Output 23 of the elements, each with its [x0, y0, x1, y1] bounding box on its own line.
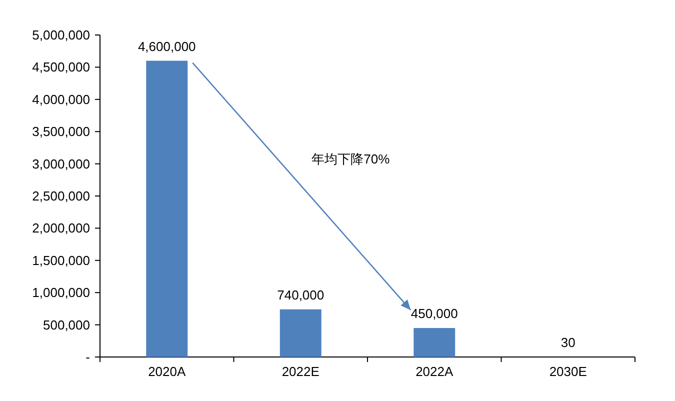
data-label: 450,000 [410, 306, 458, 322]
data-label: 4,600,000 [138, 38, 196, 54]
bar [280, 309, 322, 357]
x-tick-label: 2022A [416, 364, 454, 379]
data-label: 740,000 [277, 287, 324, 302]
y-tick-label: 3,000,000 [32, 156, 90, 172]
x-tick-label: 2030E [549, 364, 588, 379]
y-tick-label: 1,500,000 [32, 252, 90, 268]
annotation: 年均下降70% [312, 151, 390, 166]
y-tick-label: 2,500,000 [32, 188, 90, 204]
y-tick-label: 3,500,000 [32, 124, 90, 140]
y-tick-label: 500,000 [43, 317, 90, 332]
y-tick-label: 1,000,000 [32, 285, 90, 300]
bar [414, 328, 456, 357]
x-tick-label: 2022E [282, 364, 320, 379]
y-tick-label: 2,000,000 [32, 220, 90, 236]
y-tick-label: 4,000,000 [32, 92, 90, 107]
y-tick-label: 5,000,000 [32, 28, 90, 42]
y-tick-label: - [86, 350, 90, 364]
data-label: 30 [560, 335, 576, 350]
x-tick-label: 2020A [148, 364, 186, 379]
y-tick-label: 4,500,000 [32, 60, 90, 75]
bar [146, 60, 188, 357]
